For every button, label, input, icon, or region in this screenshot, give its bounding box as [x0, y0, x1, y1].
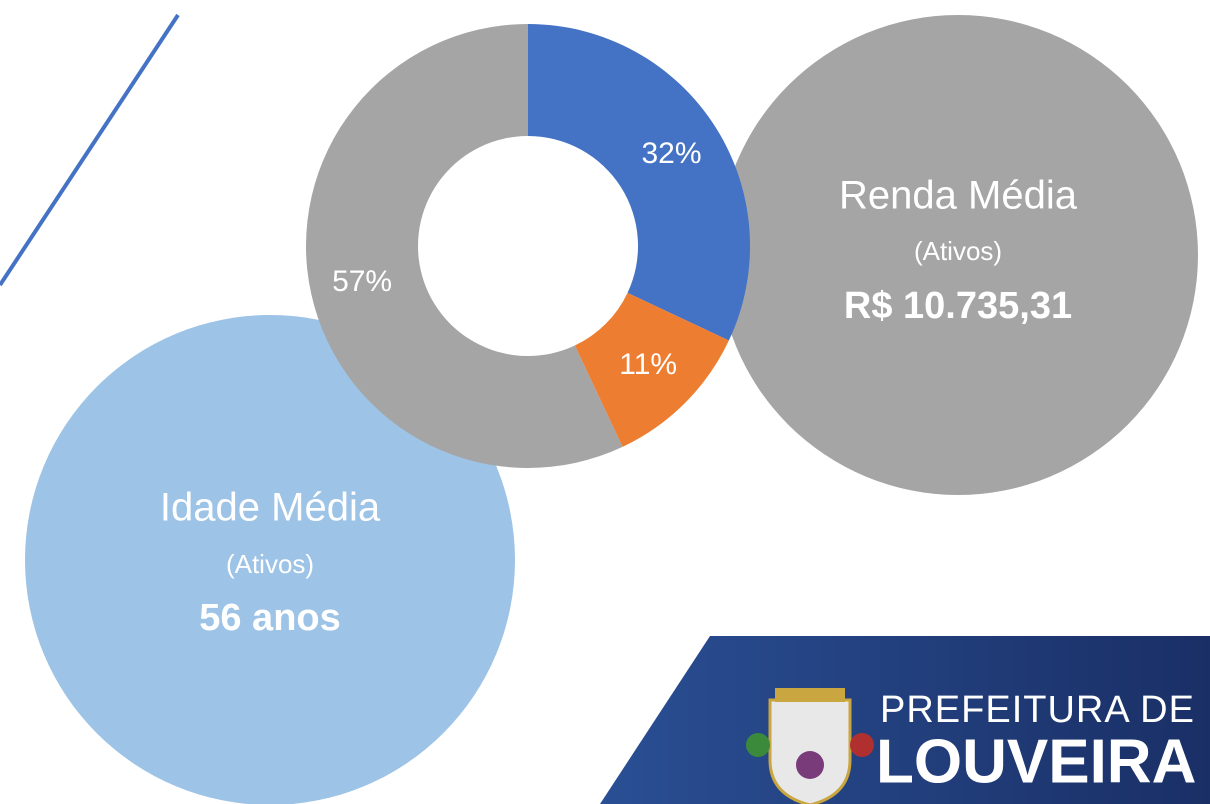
age-circle — [25, 315, 515, 804]
donut-segment — [528, 24, 750, 341]
income-circle — [718, 15, 1198, 495]
donut-segment — [574, 292, 729, 447]
card-subtitle: (Ativos) — [914, 236, 1002, 266]
data-label: 57% — [332, 265, 392, 298]
decor-line — [0, 13, 180, 287]
card-subtitle: (Ativos) — [226, 549, 314, 579]
logo-banner — [600, 636, 1210, 804]
data-label: 32% — [642, 137, 702, 170]
data-label: 11% — [619, 348, 677, 381]
donut-segment — [306, 24, 623, 468]
logo-crest — [746, 688, 874, 804]
logo-line2: LOUVEIRA — [876, 727, 1196, 796]
card-title: Renda Média — [839, 174, 1078, 218]
card-value: 56 anos — [199, 597, 341, 639]
logo-line1: PREFEITURA DE — [880, 689, 1195, 731]
card-value: R$ 10.735,31 — [844, 285, 1072, 327]
donut-chart: 32% 11% 57% — [306, 24, 750, 468]
card-title: Idade Média — [160, 486, 381, 530]
